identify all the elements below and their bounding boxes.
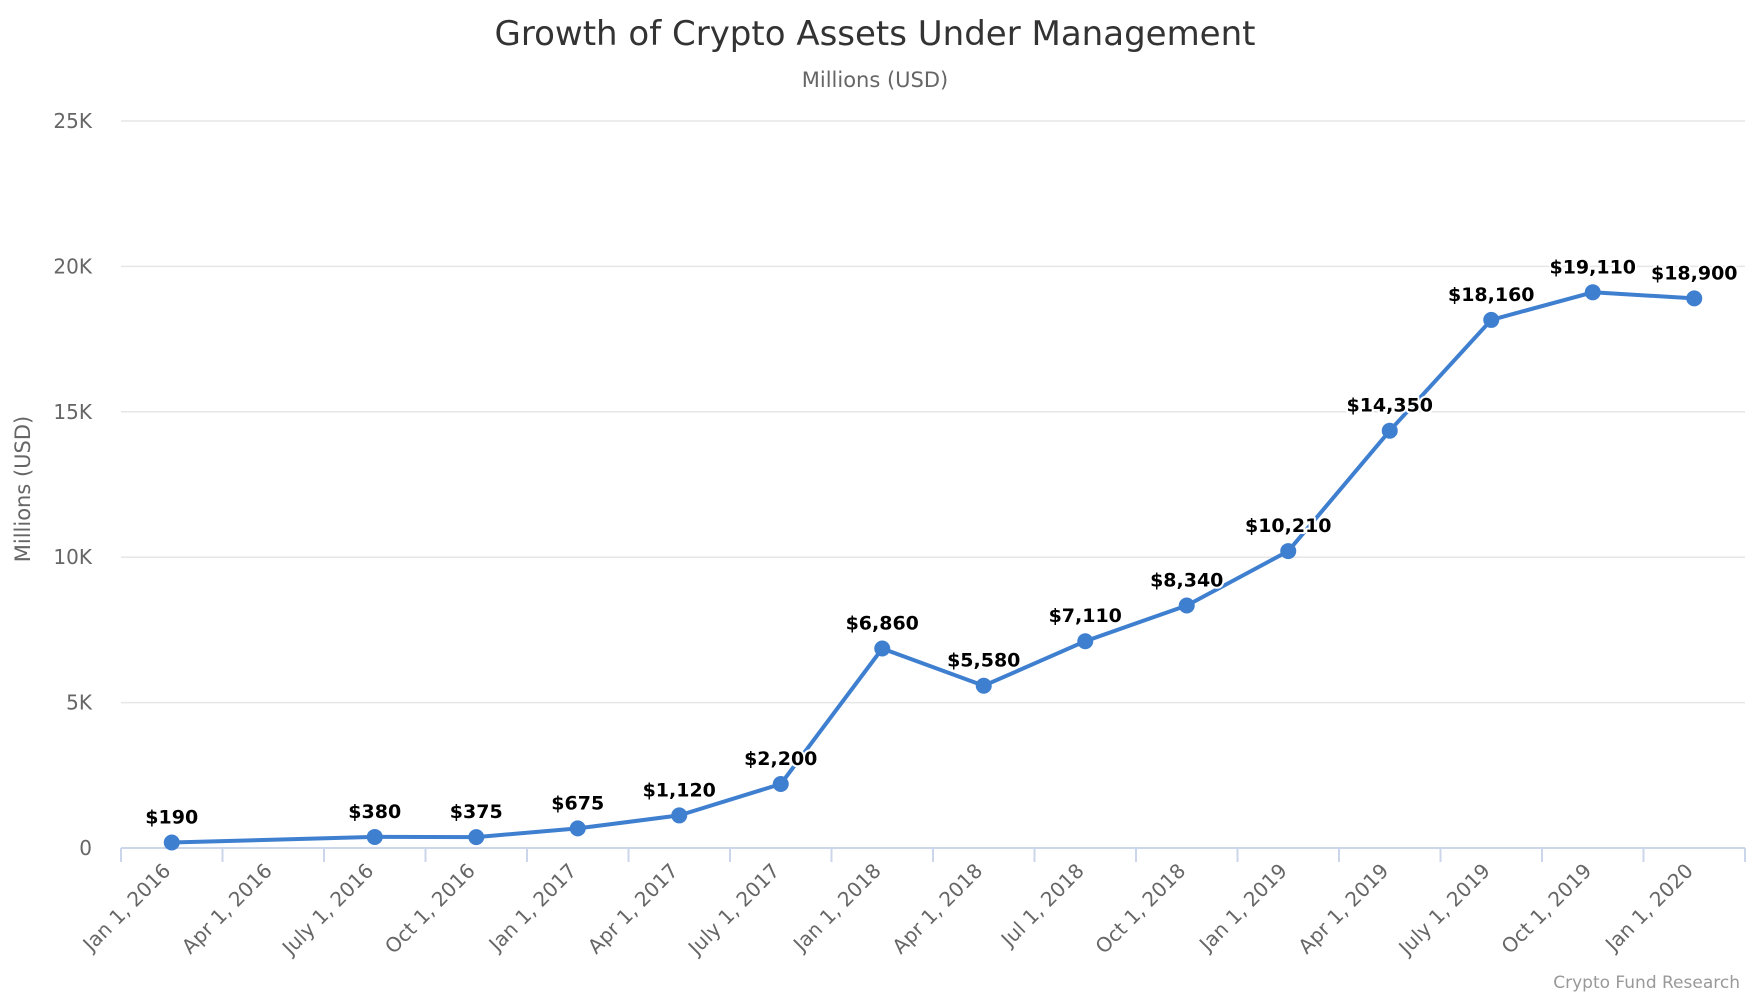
data-point[interactable] (874, 640, 891, 657)
series-line (163, 284, 1703, 851)
data-label: $675 (551, 792, 604, 814)
x-tick-label: Jan 1, 2018 (787, 859, 886, 958)
data-point[interactable] (569, 820, 586, 837)
y-tick-label: 25K (53, 109, 92, 133)
x-tick-label: Apr 1, 2019 (1293, 859, 1393, 959)
data-point[interactable] (468, 829, 485, 846)
data-label: $19,110 (1549, 256, 1636, 278)
data-point[interactable] (975, 677, 992, 694)
data-label: $2,200 (744, 748, 817, 770)
y-tick-label: 15K (53, 400, 92, 424)
data-point[interactable] (1584, 284, 1601, 301)
data-point[interactable] (1077, 633, 1094, 650)
x-tick-label: July 1, 2017 (682, 859, 784, 961)
data-label: $14,350 (1346, 395, 1433, 417)
x-tick-label: Oct 1, 2018 (1090, 859, 1190, 959)
data-point[interactable] (1280, 543, 1297, 560)
data-labels: $190 $380 $375 $675 $1,120 $2,200 $6,860 $5,580… (143, 254, 1739, 830)
data-point[interactable] (366, 828, 383, 845)
data-point[interactable] (163, 834, 180, 851)
series-path (169, 290, 1697, 845)
data-label: $8,340 (1150, 569, 1223, 591)
x-tick-label: Jan 1, 2016 (77, 859, 176, 958)
x-axis: Jan 1, 2016 Apr 1, 2016 July 1, 2016 Oct 1,… (77, 847, 1746, 961)
data-point[interactable] (1381, 422, 1398, 439)
y-tick-label: 20K (53, 254, 92, 278)
y-tick-label: 0 (79, 836, 92, 860)
y-axis-ticks: 0 5K 10K 15K 20K 25K (53, 109, 92, 860)
x-tick-label: Jul 1, 2018 (995, 859, 1089, 953)
x-tick-label: Oct 1, 2016 (380, 859, 480, 959)
data-label: $375 (450, 801, 503, 823)
data-point[interactable] (772, 776, 789, 793)
y-tick-label: 10K (53, 545, 92, 569)
credit-text: Crypto Fund Research (1553, 973, 1740, 993)
gridlines (121, 120, 1745, 704)
data-label: $7,110 (1049, 605, 1122, 627)
y-tick-label: 5K (66, 691, 93, 715)
data-label: $18,900 (1651, 262, 1738, 284)
x-tick-label: Oct 1, 2019 (1496, 859, 1596, 959)
data-label: $10,210 (1245, 515, 1332, 537)
data-label: $18,160 (1448, 284, 1535, 306)
data-label: $1,120 (643, 779, 716, 801)
x-tick-label: Apr 1, 2018 (887, 859, 987, 959)
data-label: $190 (145, 806, 198, 828)
data-label: $380 (348, 801, 401, 823)
data-point[interactable] (1483, 311, 1500, 328)
y-axis-label: Millions (USD) (11, 416, 35, 563)
chart-title: Growth of Crypto Assets Under Management (495, 14, 1256, 54)
data-label: $5,580 (947, 650, 1020, 672)
x-tick-label: Jan 1, 2017 (483, 859, 582, 958)
data-point[interactable] (1686, 290, 1703, 307)
x-tick-label: Apr 1, 2016 (177, 859, 277, 959)
x-tick-label: July 1, 2016 (276, 859, 378, 961)
data-point[interactable] (1178, 597, 1195, 614)
x-tick-label: Jan 1, 2019 (1193, 859, 1292, 958)
chart-subtitle: Millions (USD) (802, 68, 949, 92)
x-tick-label: July 1, 2019 (1392, 859, 1494, 961)
x-tick-label: Apr 1, 2017 (583, 859, 683, 959)
data-label: $6,860 (846, 613, 919, 635)
x-tick-label: Jan 1, 2020 (1599, 859, 1698, 958)
data-point[interactable] (671, 807, 688, 824)
